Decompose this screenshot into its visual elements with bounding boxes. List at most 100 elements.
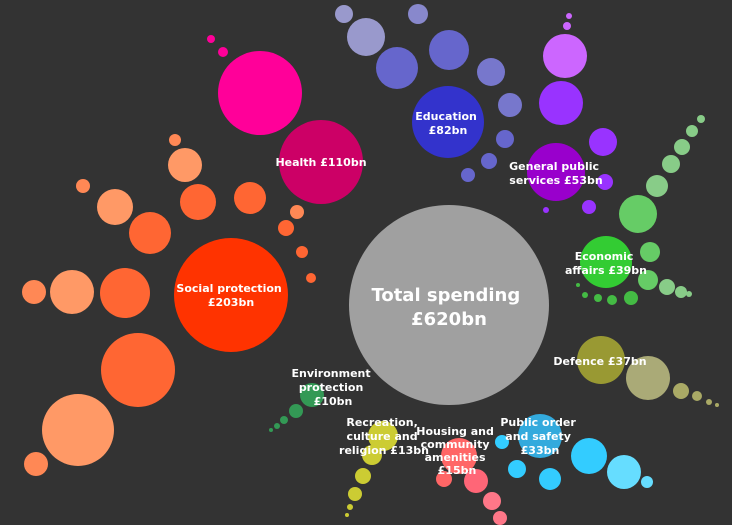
sub-bubble[interactable] bbox=[289, 404, 303, 418]
sub-bubble[interactable] bbox=[675, 286, 687, 298]
sub-bubble[interactable] bbox=[76, 179, 90, 193]
sub-bubble[interactable] bbox=[274, 423, 280, 429]
sub-bubble[interactable] bbox=[674, 139, 690, 155]
sub-bubble[interactable] bbox=[619, 195, 657, 233]
sub-bubble[interactable] bbox=[706, 399, 712, 405]
sub-bubble[interactable] bbox=[477, 58, 505, 86]
sub-bubble[interactable] bbox=[464, 469, 488, 493]
sub-bubble[interactable] bbox=[692, 391, 702, 401]
sub-bubble[interactable] bbox=[607, 295, 617, 305]
sub-bubble[interactable] bbox=[673, 383, 689, 399]
sub-bubble[interactable] bbox=[290, 205, 304, 219]
sub-bubble[interactable] bbox=[269, 428, 273, 432]
sub-bubble[interactable] bbox=[348, 487, 362, 501]
sub-bubble[interactable] bbox=[347, 18, 385, 56]
sub-bubble[interactable] bbox=[218, 51, 302, 135]
sub-bubble[interactable] bbox=[345, 513, 349, 517]
sub-bubble[interactable] bbox=[659, 279, 675, 295]
public-order-bubble[interactable] bbox=[518, 414, 562, 458]
sub-bubble[interactable] bbox=[335, 5, 353, 23]
sub-bubble[interactable] bbox=[594, 294, 602, 302]
social-protection-cluster bbox=[22, 134, 316, 476]
housing-bubble[interactable] bbox=[441, 438, 477, 474]
sub-bubble[interactable] bbox=[481, 153, 497, 169]
sub-bubble[interactable] bbox=[607, 455, 641, 489]
sub-bubble[interactable] bbox=[496, 130, 514, 148]
sub-bubble[interactable] bbox=[563, 22, 571, 30]
sub-bubble[interactable] bbox=[543, 34, 587, 78]
defence-bubble[interactable] bbox=[577, 336, 625, 384]
sub-bubble[interactable] bbox=[495, 435, 509, 449]
sub-bubble[interactable] bbox=[539, 468, 561, 490]
sub-bubble[interactable] bbox=[436, 471, 452, 487]
health-label: Health £110bn bbox=[275, 156, 366, 169]
sub-bubble[interactable] bbox=[355, 468, 371, 484]
sub-bubble[interactable] bbox=[646, 175, 668, 197]
sub-bubble[interactable] bbox=[686, 125, 698, 137]
social-protection-bubble[interactable] bbox=[174, 238, 288, 352]
sub-bubble[interactable] bbox=[408, 4, 428, 24]
housing-cluster bbox=[436, 469, 507, 525]
sub-bubble[interactable] bbox=[582, 200, 596, 214]
sub-bubble[interactable] bbox=[543, 207, 549, 213]
sub-bubble[interactable] bbox=[234, 182, 266, 214]
health-bubble[interactable] bbox=[279, 120, 363, 204]
sub-bubble[interactable] bbox=[280, 416, 288, 424]
sub-bubble[interactable] bbox=[638, 270, 658, 290]
recreation-bubble[interactable] bbox=[368, 421, 398, 451]
sub-bubble[interactable] bbox=[715, 403, 719, 407]
total-spending-bubble[interactable] bbox=[349, 205, 549, 405]
sub-bubble[interactable] bbox=[626, 356, 670, 400]
economic-affairs-cluster bbox=[576, 115, 705, 305]
sub-bubble[interactable] bbox=[278, 220, 294, 236]
sub-bubble[interactable] bbox=[640, 242, 660, 262]
sub-bubble[interactable] bbox=[508, 460, 526, 478]
sub-bubble[interactable] bbox=[218, 47, 228, 57]
defence-label: Defence £37bn bbox=[553, 355, 646, 368]
sub-bubble[interactable] bbox=[24, 452, 48, 476]
sub-bubble[interactable] bbox=[50, 270, 94, 314]
general-public-services-label: General public services £53bn bbox=[509, 160, 603, 187]
sub-bubble[interactable] bbox=[100, 268, 150, 318]
sub-bubble[interactable] bbox=[376, 47, 418, 89]
sub-bubble[interactable] bbox=[296, 246, 308, 258]
sub-bubble[interactable] bbox=[498, 93, 522, 117]
sub-bubble[interactable] bbox=[362, 445, 382, 465]
sub-bubble[interactable] bbox=[180, 184, 216, 220]
sub-bubble[interactable] bbox=[483, 492, 501, 510]
general-public-services-bubble[interactable] bbox=[527, 143, 585, 201]
sub-bubble[interactable] bbox=[129, 212, 171, 254]
sub-bubble[interactable] bbox=[582, 292, 588, 298]
sub-bubble[interactable] bbox=[662, 155, 680, 173]
sub-bubble[interactable] bbox=[576, 283, 580, 287]
environment-bubble[interactable] bbox=[300, 383, 324, 407]
sub-bubble[interactable] bbox=[207, 35, 215, 43]
sub-bubble[interactable] bbox=[306, 273, 316, 283]
total-spending-label: Total spending £620bn bbox=[371, 285, 526, 330]
sub-bubble[interactable] bbox=[22, 280, 46, 304]
sub-bubble[interactable] bbox=[168, 148, 202, 182]
education-bubble[interactable] bbox=[412, 86, 484, 158]
sub-bubble[interactable] bbox=[461, 168, 475, 182]
sub-bubble[interactable] bbox=[42, 394, 114, 466]
recreation-cluster bbox=[345, 445, 382, 517]
sub-bubble[interactable] bbox=[597, 174, 613, 190]
sub-bubble[interactable] bbox=[493, 511, 507, 525]
sub-bubble[interactable] bbox=[169, 134, 181, 146]
sub-bubble[interactable] bbox=[97, 189, 133, 225]
economic-affairs-bubble[interactable] bbox=[580, 236, 632, 288]
defence-cluster bbox=[626, 356, 719, 407]
sub-bubble[interactable] bbox=[589, 128, 617, 156]
sub-bubble[interactable] bbox=[697, 115, 705, 123]
sub-bubble[interactable] bbox=[686, 291, 692, 297]
sub-bubble[interactable] bbox=[566, 13, 572, 19]
sub-bubble[interactable] bbox=[624, 291, 638, 305]
sub-bubble[interactable] bbox=[539, 81, 583, 125]
sub-bubble[interactable] bbox=[347, 504, 353, 510]
sub-bubble[interactable] bbox=[429, 30, 469, 70]
sub-bubble[interactable] bbox=[641, 476, 653, 488]
sub-bubble[interactable] bbox=[571, 438, 607, 474]
sub-bubble[interactable] bbox=[101, 333, 175, 407]
